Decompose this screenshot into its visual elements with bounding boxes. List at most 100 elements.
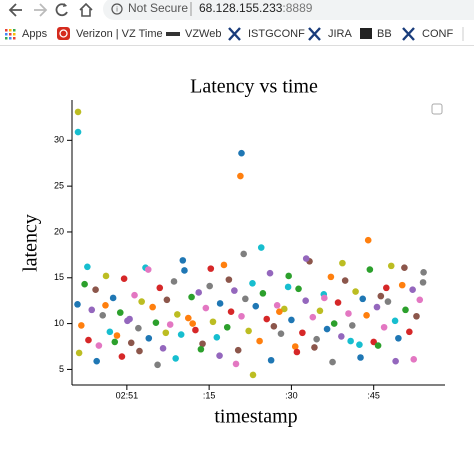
point xyxy=(99,312,107,319)
point xyxy=(199,340,206,348)
point xyxy=(357,354,364,361)
point xyxy=(152,319,160,326)
point xyxy=(257,244,265,251)
point xyxy=(202,304,210,312)
point xyxy=(291,343,299,350)
verizon-icon-ring xyxy=(59,29,68,38)
point xyxy=(402,306,409,314)
jira-icon xyxy=(308,27,321,41)
point xyxy=(377,292,385,300)
point xyxy=(334,299,342,306)
point xyxy=(270,323,278,330)
y-tick-label: 30 xyxy=(54,135,64,145)
point xyxy=(259,290,267,297)
point xyxy=(88,306,96,314)
bookmark[interactable]: VZWeb xyxy=(185,28,221,40)
point xyxy=(149,303,156,311)
point xyxy=(145,334,153,342)
point xyxy=(416,296,424,304)
security-label: Not Secure xyxy=(128,1,188,15)
point xyxy=(339,259,346,267)
info-icon[interactable] xyxy=(111,3,123,15)
point xyxy=(189,320,196,327)
point xyxy=(92,286,99,293)
point xyxy=(366,266,374,273)
bookmark[interactable]: ISTGCONF xyxy=(248,28,305,40)
point xyxy=(192,326,199,334)
point xyxy=(84,263,91,271)
point xyxy=(373,303,381,311)
apps-icon[interactable] xyxy=(5,29,16,40)
point xyxy=(384,298,392,305)
point xyxy=(234,346,242,354)
point xyxy=(284,283,292,291)
point xyxy=(207,265,215,272)
point xyxy=(302,255,310,262)
point xyxy=(410,356,418,363)
point xyxy=(374,342,382,349)
point xyxy=(184,314,192,322)
point xyxy=(323,325,331,333)
point xyxy=(330,320,338,327)
point xyxy=(181,267,188,274)
point xyxy=(413,312,420,320)
point xyxy=(209,318,217,326)
point xyxy=(409,286,416,293)
reload-button[interactable] xyxy=(55,3,68,17)
point xyxy=(299,329,306,337)
x-axis-label: timestamp xyxy=(214,406,297,428)
bookmark[interactable]: CONF xyxy=(422,28,453,40)
point xyxy=(295,285,302,293)
point xyxy=(102,272,110,280)
legend-checkbox[interactable] xyxy=(431,103,443,115)
point xyxy=(338,333,345,340)
point xyxy=(341,277,349,284)
point xyxy=(174,311,181,318)
point xyxy=(277,330,285,337)
point xyxy=(242,295,249,303)
point xyxy=(225,276,233,283)
point xyxy=(347,337,354,345)
forward-button[interactable] xyxy=(34,3,48,17)
bookmark[interactable]: BB xyxy=(377,28,392,40)
point xyxy=(238,312,245,320)
back-button[interactable] xyxy=(8,3,22,17)
point xyxy=(420,268,427,276)
point xyxy=(154,361,161,369)
point xyxy=(240,250,247,258)
point xyxy=(280,305,288,313)
point xyxy=(162,329,170,337)
point xyxy=(309,313,317,321)
point xyxy=(179,257,187,264)
point xyxy=(127,339,135,347)
x-tick-label: :45 xyxy=(367,390,380,400)
point xyxy=(111,338,119,346)
point xyxy=(159,345,167,352)
bookmark[interactable]: Verizon | VZ Time xyxy=(76,28,163,40)
point xyxy=(172,355,179,362)
point xyxy=(383,284,390,292)
point xyxy=(249,279,256,287)
point xyxy=(276,308,283,315)
vzweb-icon xyxy=(166,32,180,36)
point xyxy=(113,332,121,339)
point xyxy=(395,334,402,342)
point xyxy=(75,349,83,357)
address-bar[interactable] xyxy=(103,0,474,20)
y-tick-label: 15 xyxy=(54,272,64,282)
bookmark[interactable]: Apps xyxy=(22,28,48,40)
point xyxy=(74,128,82,136)
point xyxy=(329,358,336,366)
point xyxy=(109,294,117,302)
y-tick-label: 10 xyxy=(54,318,64,328)
point xyxy=(166,321,174,328)
bookmark[interactable]: JIRA xyxy=(328,28,353,40)
point xyxy=(74,108,82,116)
point xyxy=(316,307,324,315)
home-button[interactable] xyxy=(79,2,93,17)
point xyxy=(363,312,370,319)
point xyxy=(256,337,263,345)
point xyxy=(78,322,85,329)
